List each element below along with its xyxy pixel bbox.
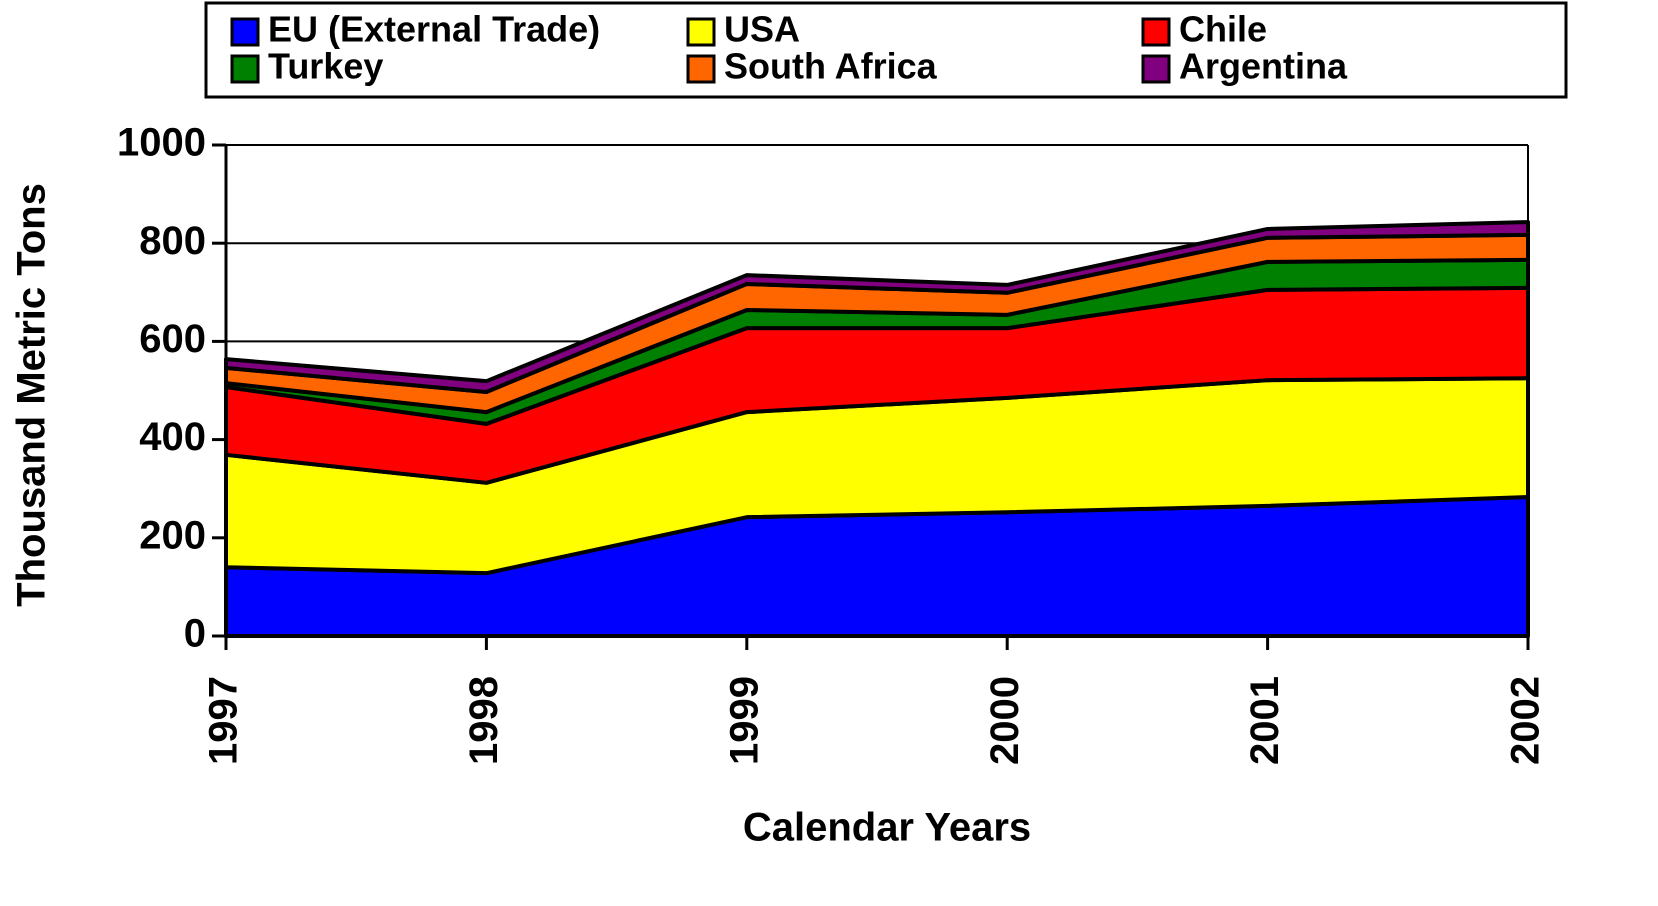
- legend-box: [204, 1, 1568, 99]
- y-tick-label: 800: [139, 219, 206, 263]
- legend-label: Chile: [1179, 9, 1267, 50]
- legend-label: South Africa: [724, 46, 938, 87]
- x-tick-label: 2001: [1243, 676, 1287, 765]
- legend-swatch: [1141, 17, 1171, 47]
- x-tick-label: 2002: [1504, 676, 1548, 765]
- y-tick-label: 400: [139, 415, 206, 459]
- y-tick-label: 1000: [117, 121, 206, 165]
- x-tick-label: 1999: [722, 676, 766, 765]
- legend-swatch: [686, 17, 716, 47]
- x-axis-title: Calendar Years: [743, 806, 1031, 850]
- legend-label: Argentina: [1179, 46, 1348, 87]
- x-tick-label: 1998: [462, 676, 506, 765]
- legend-swatch: [1141, 54, 1171, 84]
- legend-swatch: [686, 54, 716, 84]
- legend-label: USA: [724, 9, 800, 50]
- x-tick-label: 2000: [983, 676, 1027, 765]
- legend-swatch: [230, 54, 260, 84]
- y-axis-title: Thousand Metric Tons: [10, 183, 54, 607]
- legend-swatch: [230, 17, 260, 47]
- y-tick-label: 0: [184, 612, 206, 656]
- x-tick-label: 1997: [202, 676, 246, 765]
- legend-label: EU (External Trade): [268, 9, 600, 50]
- y-tick-label: 600: [139, 317, 206, 361]
- legend-label: Turkey: [268, 46, 383, 87]
- y-tick-label: 200: [139, 513, 206, 557]
